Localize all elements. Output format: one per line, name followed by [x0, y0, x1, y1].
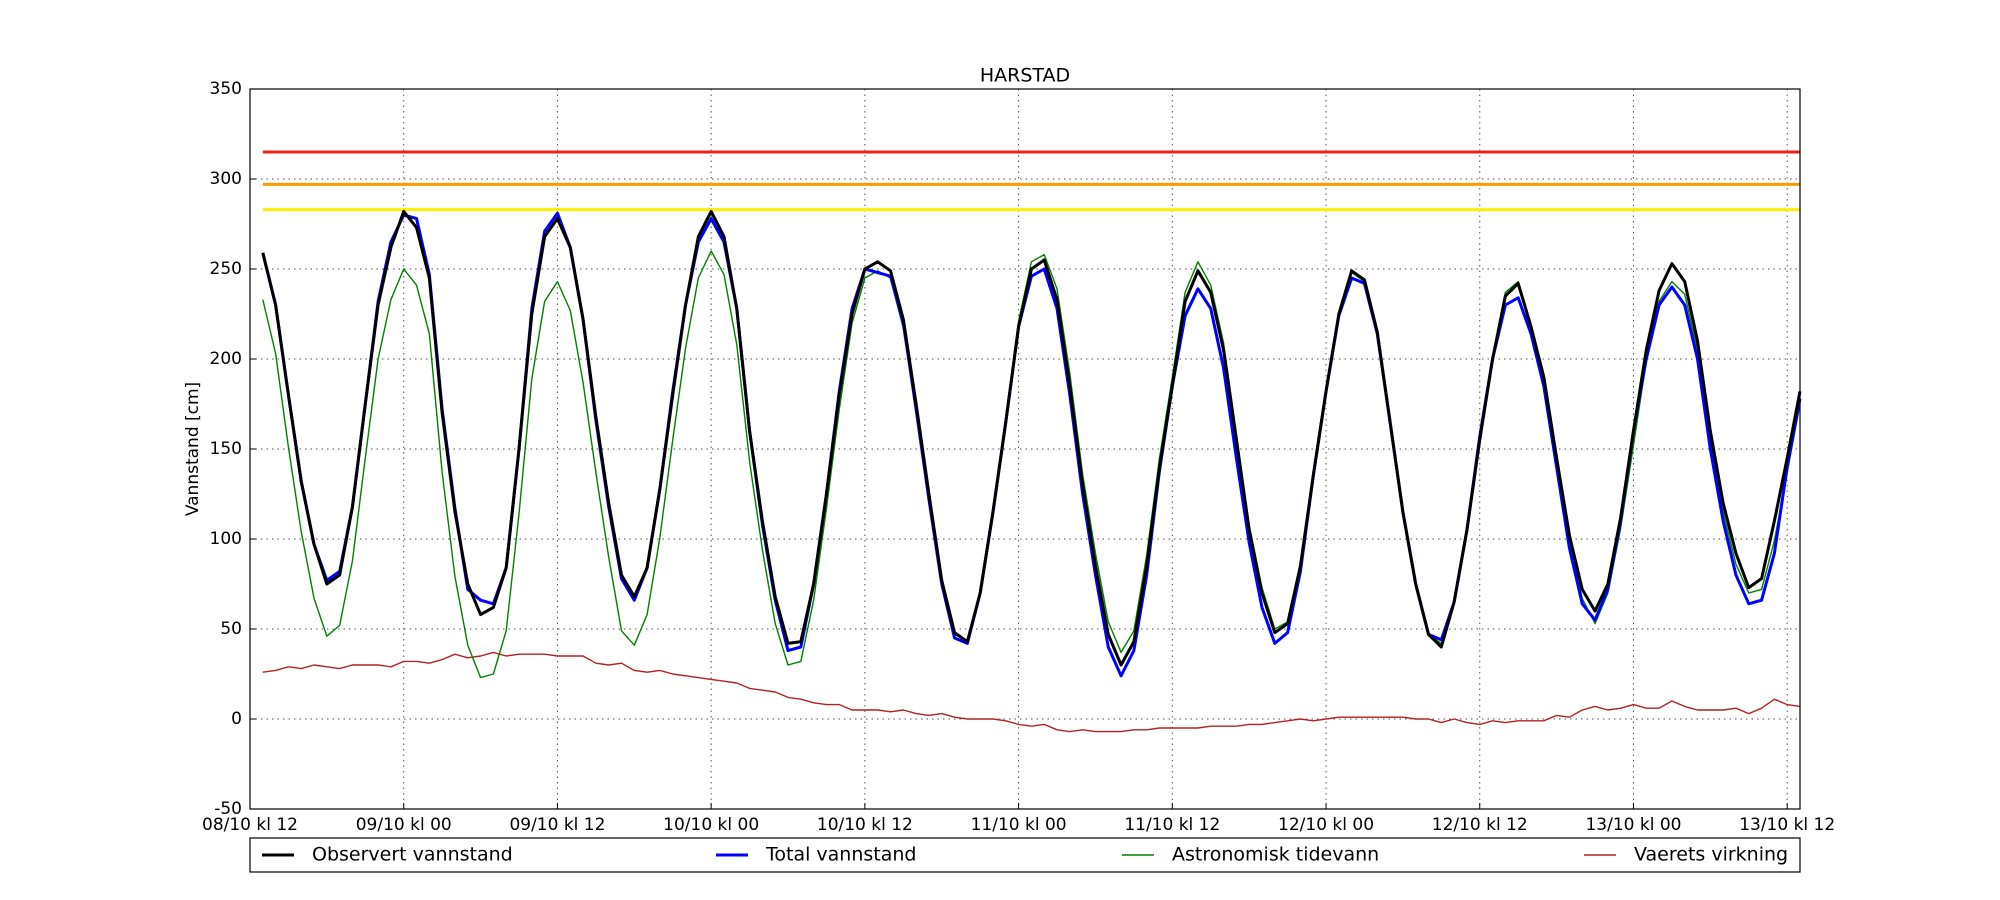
series-line — [262, 651, 1801, 733]
y-tick-label: 300 — [210, 169, 242, 189]
y-tick-label: 0 — [231, 709, 242, 729]
x-tick-label: 12/10 kl 00 — [1278, 815, 1374, 835]
x-tick-label: 08/10 kl 12 — [202, 815, 298, 835]
y-tick-label: -50 — [214, 799, 242, 819]
series-line — [261, 209, 1802, 667]
x-tick-label: 11/10 kl 12 — [1124, 815, 1220, 835]
x-tick-label: 11/10 kl 00 — [971, 815, 1067, 835]
x-tick-label: 12/10 kl 12 — [1432, 815, 1528, 835]
y-tick-label: 250 — [210, 259, 242, 279]
x-tick-label: 10/10 kl 12 — [817, 815, 913, 835]
y-tick-label: 150 — [210, 439, 242, 459]
x-tick-label: 13/10 kl 00 — [1585, 815, 1681, 835]
x-tick-label: 09/10 kl 00 — [356, 815, 452, 835]
legend-label: Vaerets virkning — [1634, 844, 1788, 866]
legend-label: Total vannstand — [765, 844, 916, 866]
y-tick-label: 100 — [210, 529, 242, 549]
legend-label: Observert vannstand — [312, 844, 513, 866]
x-tick-label: 09/10 kl 12 — [509, 815, 605, 835]
chart-title: HARSTAD — [980, 65, 1070, 87]
x-tick-label: 10/10 kl 00 — [663, 815, 759, 835]
y-tick-label: 350 — [210, 79, 242, 99]
legend-label: Astronomisk tidevann — [1172, 844, 1379, 866]
plot-frame — [249, 88, 1801, 810]
y-tick-label: 50 — [220, 619, 242, 639]
legend-box — [249, 837, 1801, 873]
y-axis-label: Vannstand [cm] — [183, 382, 203, 516]
y-tick-label: 200 — [210, 349, 242, 369]
x-tick-label: 13/10 kl 12 — [1739, 815, 1835, 835]
